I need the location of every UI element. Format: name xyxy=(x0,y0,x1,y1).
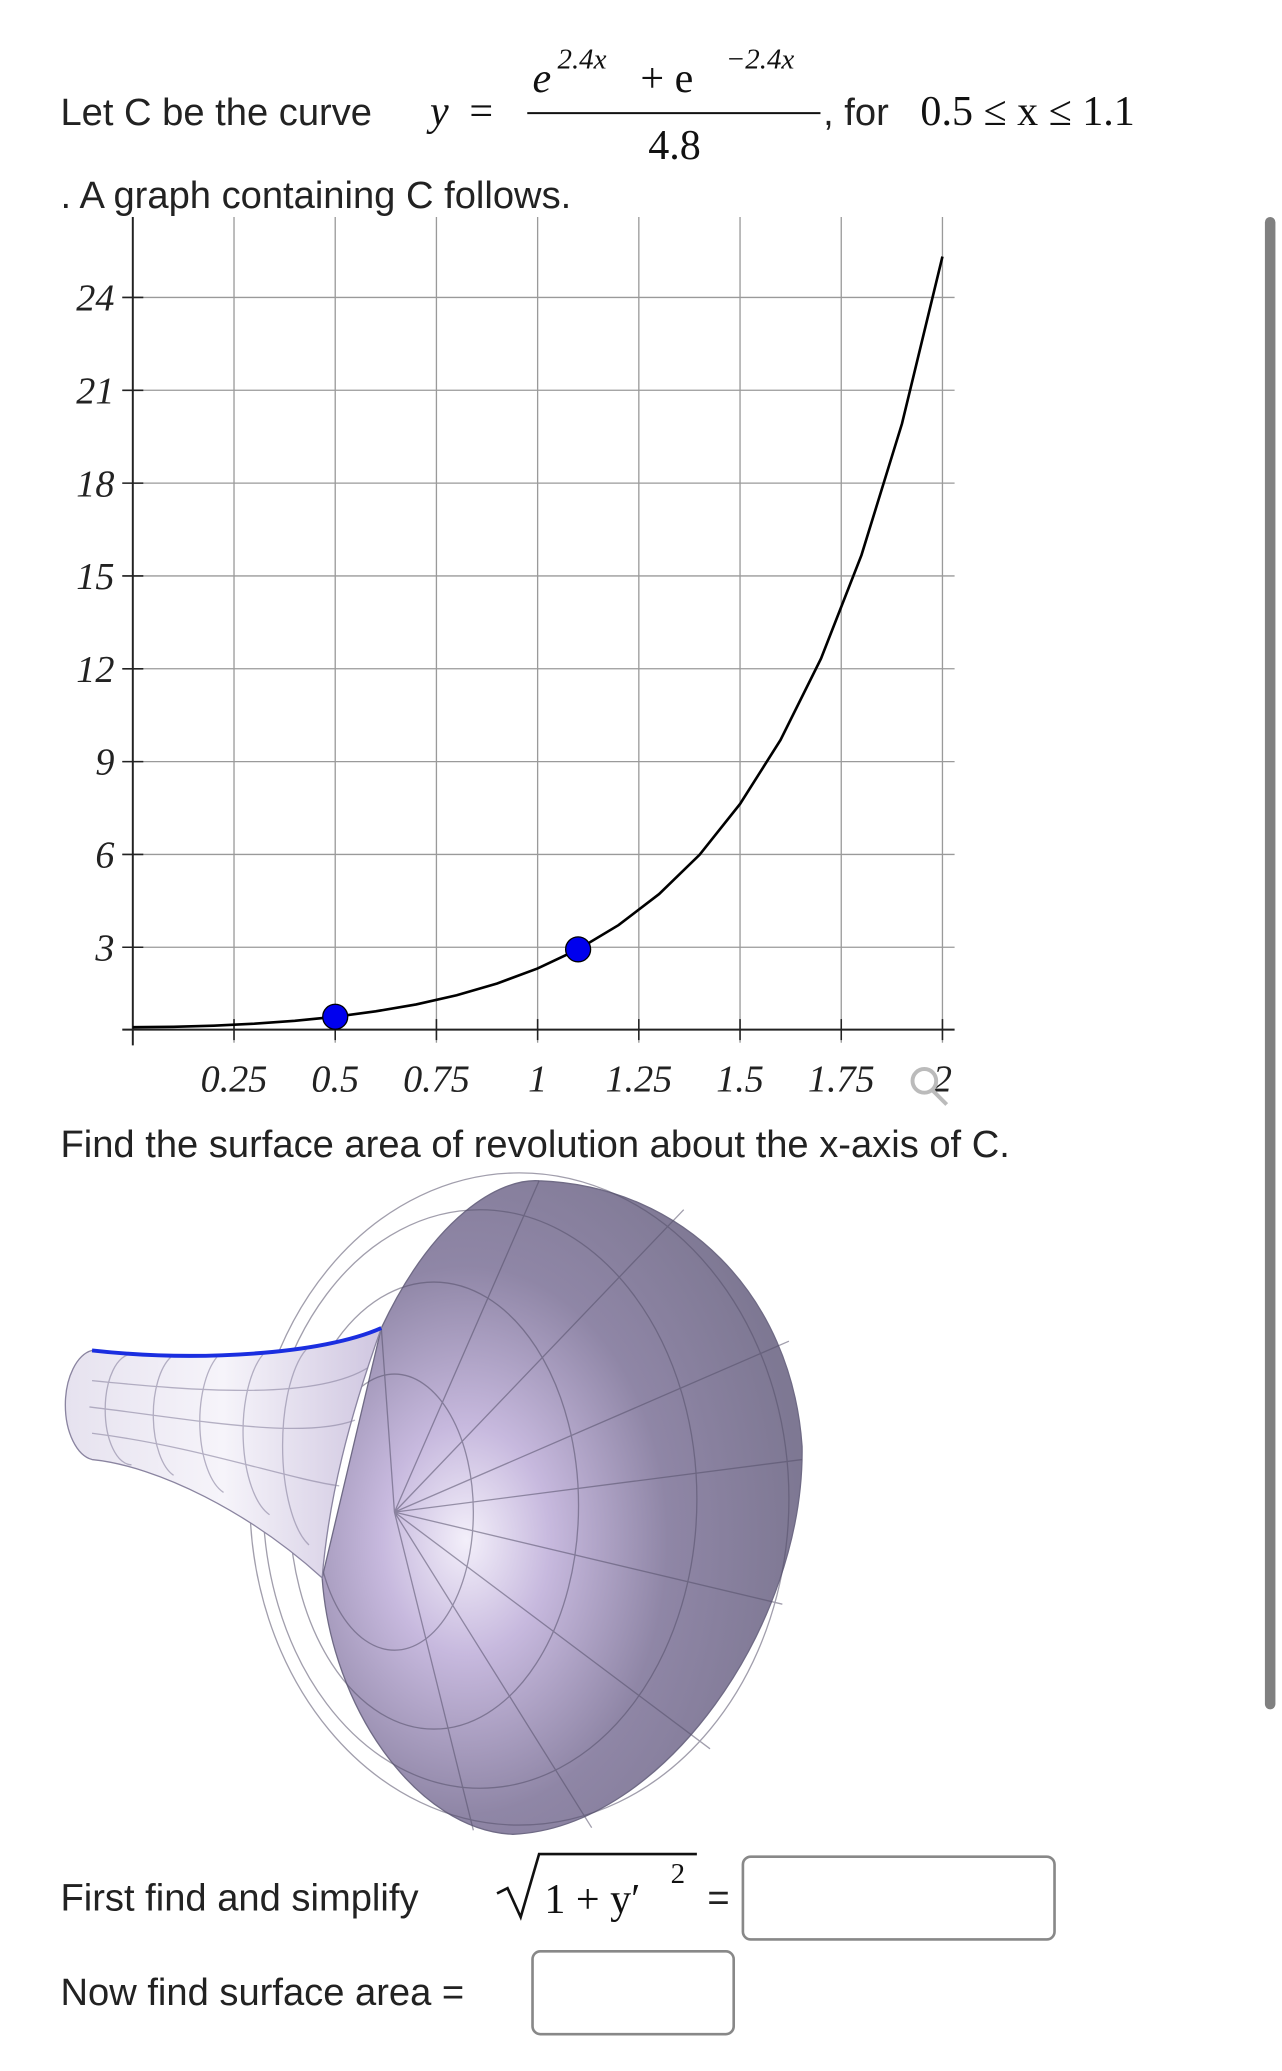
math-denominator: 4.8 xyxy=(648,123,701,169)
y-tick-label: 21 xyxy=(76,370,114,412)
step1-exponent: 2 xyxy=(671,1858,685,1890)
y-tick-label: 9 xyxy=(95,742,114,784)
answer-input[interactable] xyxy=(741,1855,1056,1941)
x-tick-label: 0.75 xyxy=(403,1058,470,1100)
surface-illustration xyxy=(64,1172,803,1835)
math-domain: 0.5 ≤ x ≤ 1.1 xyxy=(920,89,1134,135)
x-tick-label: 0.5 xyxy=(311,1058,359,1100)
y-tick-label: 18 xyxy=(76,463,114,505)
math-exponent: 2.4x xyxy=(558,43,607,75)
step1-text: First find and simplify xyxy=(60,1877,418,1920)
answer-input[interactable] xyxy=(531,1949,736,2036)
math-plus: + e xyxy=(640,56,693,102)
y-tick-label: 24 xyxy=(76,278,114,320)
math-base: e xyxy=(533,56,552,102)
y-tick-label: 12 xyxy=(76,649,114,691)
step1-equals: = xyxy=(707,1877,729,1920)
zoom-icon[interactable] xyxy=(910,1067,949,1106)
curve xyxy=(132,256,944,1029)
x-tick-label: 0.25 xyxy=(201,1058,268,1100)
y-tick-label: 15 xyxy=(76,556,114,598)
intro-text: Let C be the curve xyxy=(60,91,372,134)
x-tick-label: 1.5 xyxy=(716,1058,764,1100)
step2-text: Now find surface area = xyxy=(60,1971,464,2014)
sqrt-sign xyxy=(496,1852,697,1921)
math-equals: = xyxy=(469,89,493,135)
follow-text: . A graph containing C follows. xyxy=(60,174,571,217)
x-tick-label: 2 xyxy=(933,1058,952,1100)
math-lhs: y xyxy=(426,89,449,135)
for-text: , for xyxy=(823,91,889,134)
x-tick-label: 1.75 xyxy=(808,1058,875,1100)
math-exponent: −2.4x xyxy=(726,43,795,75)
scrollbar[interactable] xyxy=(1264,216,1276,1710)
y-tick-label: 3 xyxy=(94,927,114,969)
point xyxy=(322,1003,349,1030)
step1-math: 1 + y′ xyxy=(544,1877,640,1923)
x-tick-label: 1.25 xyxy=(605,1058,672,1100)
find-text: Find the surface area of revolution abou… xyxy=(60,1123,1009,1166)
x-tick-label: 1 xyxy=(528,1058,547,1100)
point xyxy=(564,936,592,963)
chart: 3 6 9 12 15 18 21 24 0.25 0.5 0.75 1 1.25 1.5 1.75 2 xyxy=(76,216,955,1100)
y-tick-label: 6 xyxy=(95,835,114,877)
